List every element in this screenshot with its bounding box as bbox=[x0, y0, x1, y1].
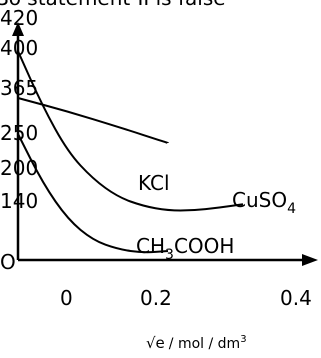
x-axis-label-exponent: 3 bbox=[240, 334, 246, 345]
y-tick-label: 420 bbox=[0, 6, 38, 30]
y-tick-label: 400 bbox=[0, 36, 38, 60]
series-label-cuso4-sub: 4 bbox=[287, 201, 296, 217]
y-tick-label: 200 bbox=[0, 156, 38, 180]
x-tick-labels: 0 0.2 0.4 bbox=[60, 286, 312, 310]
x-axis-arrowhead bbox=[302, 254, 318, 266]
x-axis-label-prefix: √e bbox=[146, 334, 165, 352]
y-tick-label: 365 bbox=[0, 76, 38, 100]
y-tick-label: 140 bbox=[0, 189, 38, 213]
x-tick-label: 0.2 bbox=[140, 286, 172, 310]
series-label-cuso4: CuSO4 bbox=[232, 188, 296, 217]
x-axis-label-unit: / mol / dm bbox=[169, 336, 240, 352]
origin-label: O bbox=[0, 250, 16, 274]
series-label-ch3cooh: CH3COOH bbox=[136, 234, 234, 263]
y-tick-label: 250 bbox=[0, 121, 38, 145]
series-line-kcl bbox=[18, 98, 168, 143]
series-label-ch3cooh-pre: CH bbox=[136, 234, 165, 258]
x-tick-label: 0 bbox=[60, 286, 73, 310]
series-label-ch3cooh-sub: 3 bbox=[165, 247, 174, 263]
series-label-ch3cooh-post: COOH bbox=[174, 234, 235, 258]
series-lines bbox=[18, 51, 243, 252]
x-axis-label: √e / mol / dm3 bbox=[146, 334, 247, 352]
series-label-cuso4-main: CuSO bbox=[232, 188, 287, 212]
series-label-kcl: KCl bbox=[138, 171, 170, 195]
x-tick-label: 0.4 bbox=[280, 286, 312, 310]
